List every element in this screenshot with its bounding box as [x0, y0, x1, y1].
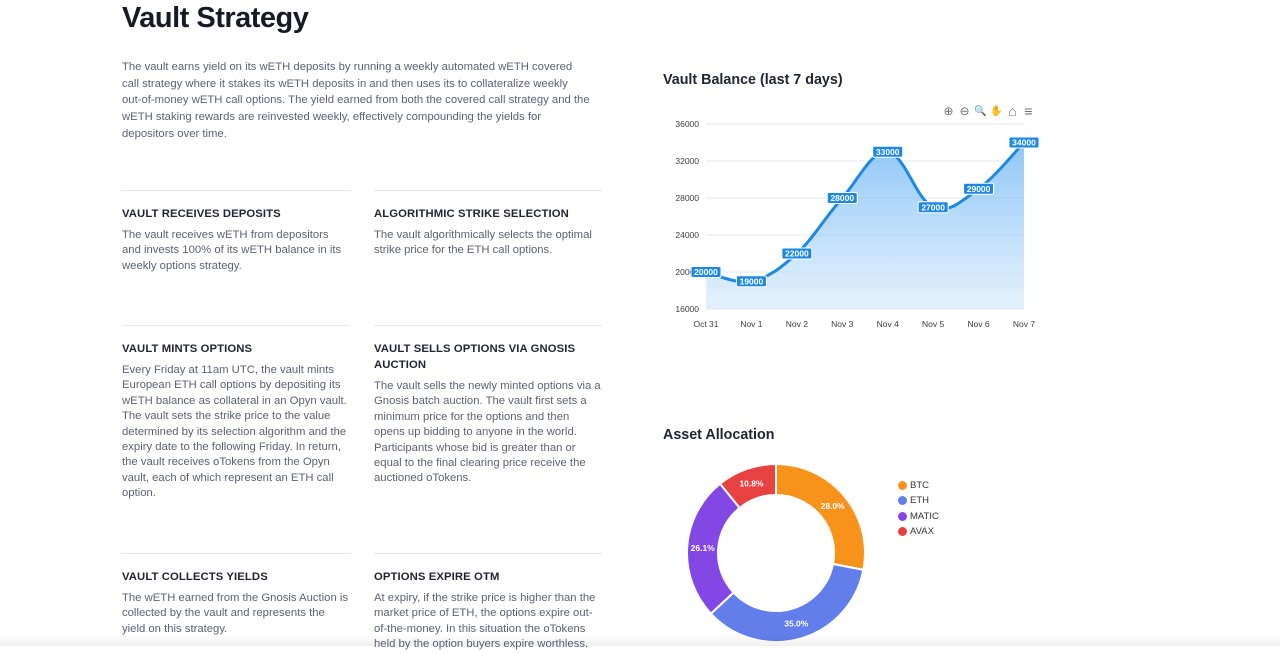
- home-icon[interactable]: ⌂: [1008, 103, 1017, 119]
- y-tick-label: 20000: [675, 267, 699, 277]
- step-card-vault-collects-yields: VAULT COLLECTS YIELDS The wETH earned fr…: [122, 553, 350, 637]
- step-card-options-expire-otm: OPTIONS EXPIRE OTM At expiry, if the str…: [374, 553, 602, 653]
- slice-avax[interactable]: [718, 462, 777, 510]
- svg-text:19000: 19000: [740, 276, 764, 286]
- step-text: The wETH earned from the Gnosis Auction …: [122, 592, 349, 635]
- pan-icon[interactable]: ✋: [990, 105, 1003, 117]
- step-text: The vault algorithmically selects the op…: [374, 229, 592, 257]
- asset-allocation-chart: 28.0% 35.0% 26.1% 10.8%: [686, 462, 866, 643]
- svg-text:20000: 20000: [694, 267, 718, 277]
- slice-label: 10.8%: [739, 479, 764, 489]
- slice-eth[interactable]: [709, 562, 865, 643]
- step-card-vault-sells-options: VAULT SELLS OPTIONS VIA GNOSIS AUCTION T…: [374, 325, 602, 487]
- data-label: 27000: [917, 201, 949, 214]
- slice-btc[interactable]: [775, 462, 866, 572]
- data-label: 28000: [826, 192, 858, 204]
- intro-text: The vault earns yield on its wETH deposi…: [122, 61, 590, 140]
- legend-item-avax[interactable]: AVAX: [898, 524, 939, 539]
- step-text: At expiry, if the strike price is higher…: [374, 592, 596, 651]
- step-title: OPTIONS EXPIRE OTM: [374, 571, 500, 583]
- x-tick-label: Nov 2: [786, 319, 808, 329]
- slice-label: 28.0%: [821, 501, 846, 511]
- step-title: VAULT COLLECTS YIELDS: [122, 571, 268, 583]
- step-title: VAULT RECEIVES DEPOSITS: [122, 208, 281, 220]
- step-card-vault-receives-deposits: VAULT RECEIVES DEPOSITS The vault receiv…: [122, 190, 350, 274]
- slice-label: 26.1%: [691, 543, 716, 553]
- svg-text:33000: 33000: [876, 147, 900, 157]
- vault-balance-chart: 16000 20000 24000 28000 32000 36000 Oct 31 Nov …: [675, 119, 1040, 329]
- vault-balance-title: Vault Balance (last 7 days): [663, 72, 843, 88]
- svg-text:28000: 28000: [830, 193, 854, 203]
- y-tick-label: 32000: [675, 156, 699, 166]
- svg-text:29000: 29000: [967, 184, 991, 194]
- zoom-select-icon[interactable]: 🔍: [974, 105, 987, 117]
- legend-label: ETH: [910, 495, 929, 507]
- data-label: 19000: [735, 275, 767, 288]
- x-tick-label: Nov 3: [831, 319, 853, 329]
- y-tick-label: 28000: [675, 193, 699, 203]
- legend-label: MATIC: [910, 510, 939, 522]
- y-tick-label: 16000: [675, 304, 699, 314]
- step-title: ALGORITHMIC STRIKE SELECTION: [374, 208, 569, 220]
- zoom-out-icon[interactable]: ⊖: [959, 104, 970, 118]
- data-label: 20000: [690, 266, 722, 278]
- step-text: Every Friday at 11am UTC, the vault mint…: [122, 364, 347, 500]
- balance-area: [706, 142, 1024, 309]
- asset-legend: BTC ETH MATIC AVAX: [898, 478, 939, 539]
- step-title: VAULT SELLS OPTIONS VIA GNOSIS AUCTION: [374, 343, 576, 371]
- x-tick-label: Nov 5: [922, 319, 944, 329]
- svg-text:22000: 22000: [785, 249, 809, 259]
- data-label: 33000: [872, 145, 904, 158]
- x-tick-label: Nov 7: [1013, 319, 1035, 329]
- y-tick-label: 24000: [675, 230, 699, 240]
- svg-text:27000: 27000: [921, 202, 945, 212]
- chart-toolbar: ⊕ ⊖ 🔍 ✋ ⌂ ≡: [942, 103, 1035, 119]
- legend-dot: [898, 496, 907, 506]
- data-label: 34000: [1008, 136, 1040, 149]
- zoom-in-icon[interactable]: ⊕: [943, 104, 954, 118]
- step-card-algorithmic-strike-selection: ALGORITHMIC STRIKE SELECTION The vault a…: [374, 190, 602, 259]
- legend-label: BTC: [910, 480, 929, 492]
- x-tick-label: Nov 1: [740, 319, 762, 329]
- asset-allocation-title: Asset Allocation: [663, 427, 775, 443]
- legend-item-btc[interactable]: BTC: [898, 478, 939, 493]
- legend-dot: [898, 481, 907, 491]
- svg-text:34000: 34000: [1012, 138, 1036, 148]
- step-title: VAULT MINTS OPTIONS: [122, 343, 253, 355]
- menu-icon[interactable]: ≡: [1024, 103, 1033, 119]
- x-tick-label: Nov 4: [877, 319, 899, 329]
- legend-label: AVAX: [910, 526, 934, 538]
- slice-label: 35.0%: [784, 619, 809, 629]
- step-card-vault-mints-options: VAULT MINTS OPTIONS Every Friday at 11am…: [122, 325, 350, 502]
- page-title: Vault Strategy: [122, 2, 309, 34]
- legend-item-matic[interactable]: MATIC: [898, 509, 939, 524]
- y-tick-label: 36000: [675, 119, 699, 129]
- legend-item-eth[interactable]: ETH: [898, 493, 939, 508]
- data-label: 29000: [963, 182, 995, 195]
- x-tick-label: Nov 6: [967, 319, 989, 329]
- legend-dot: [898, 527, 907, 537]
- x-tick-label: Oct 31: [693, 319, 718, 329]
- data-label: 22000: [781, 247, 813, 260]
- step-text: The vault sells the newly minted options…: [374, 380, 601, 485]
- legend-dot: [898, 511, 907, 521]
- step-text: The vault receives wETH from depositors …: [122, 229, 342, 272]
